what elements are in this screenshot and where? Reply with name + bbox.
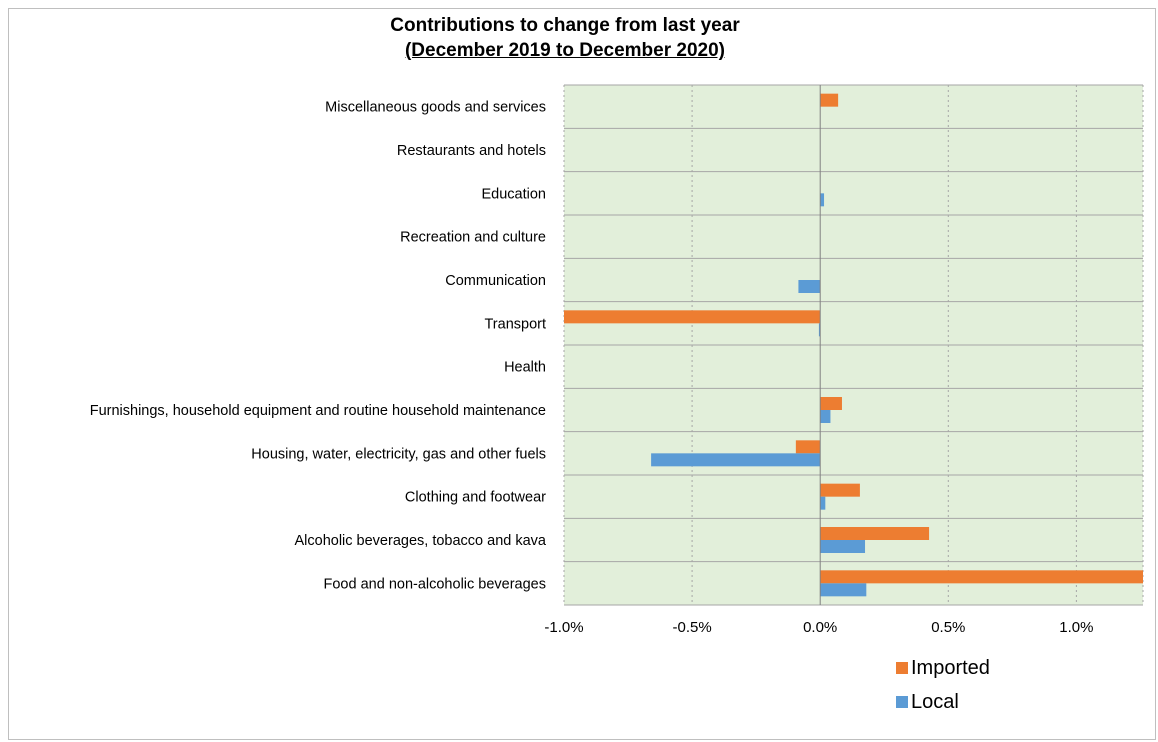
category-label: Alcoholic beverages, tobacco and kava [295,533,547,549]
bar-local [820,410,831,423]
x-tick-label: -0.5% [673,619,712,636]
bar-imported [820,527,930,540]
bar-imported [820,570,1143,584]
category-label: Education [482,186,547,202]
chart-title: Contributions to change from last year [390,15,740,36]
bar-imported [820,483,860,497]
bar-imported [564,310,821,324]
bar-local [820,496,826,510]
category-label: Food and non-alcoholic beverages [324,576,546,592]
bars [564,93,1143,597]
category-label: Restaurants and hotels [397,143,546,159]
category-label: Housing, water, electricity, gas and oth… [251,446,546,462]
bar-local [820,540,866,553]
legend-label-imported: Imported [911,657,990,679]
x-axis-tick-labels: -1.0% -0.5% 0.0% 0.5% 1.0% [544,619,1093,636]
bar-imported [795,440,821,454]
bar-local [820,193,825,207]
bar-local [798,280,821,293]
category-label: Recreation and culture [400,230,546,246]
category-label: Furnishings, household equipment and rou… [90,403,546,419]
bar-imported [820,397,842,410]
bar-local [820,583,867,597]
category-labels: Miscellaneous goods and services Restaura… [90,100,547,593]
x-tick-label: 0.0% [803,619,837,636]
legend-swatch-imported [896,662,908,674]
bar-local [818,323,821,337]
category-label: Transport [484,316,546,332]
x-tick-label: 1.0% [1059,619,1093,636]
legend-swatch-local [896,696,908,708]
x-tick-label: -1.0% [544,619,583,636]
category-label: Health [504,360,546,376]
x-tick-label: 0.5% [931,619,965,636]
bar-imported [820,93,839,107]
category-label: Clothing and footwear [405,490,546,506]
category-label: Miscellaneous goods and services [325,100,546,116]
legend: Imported Local [896,657,990,713]
bar-local [651,453,821,467]
legend-label-local: Local [911,691,959,713]
chart-subtitle: (December 2019 to December 2020) [404,40,725,61]
horizontal-gridlines [564,84,1143,606]
category-label: Communication [445,273,546,289]
